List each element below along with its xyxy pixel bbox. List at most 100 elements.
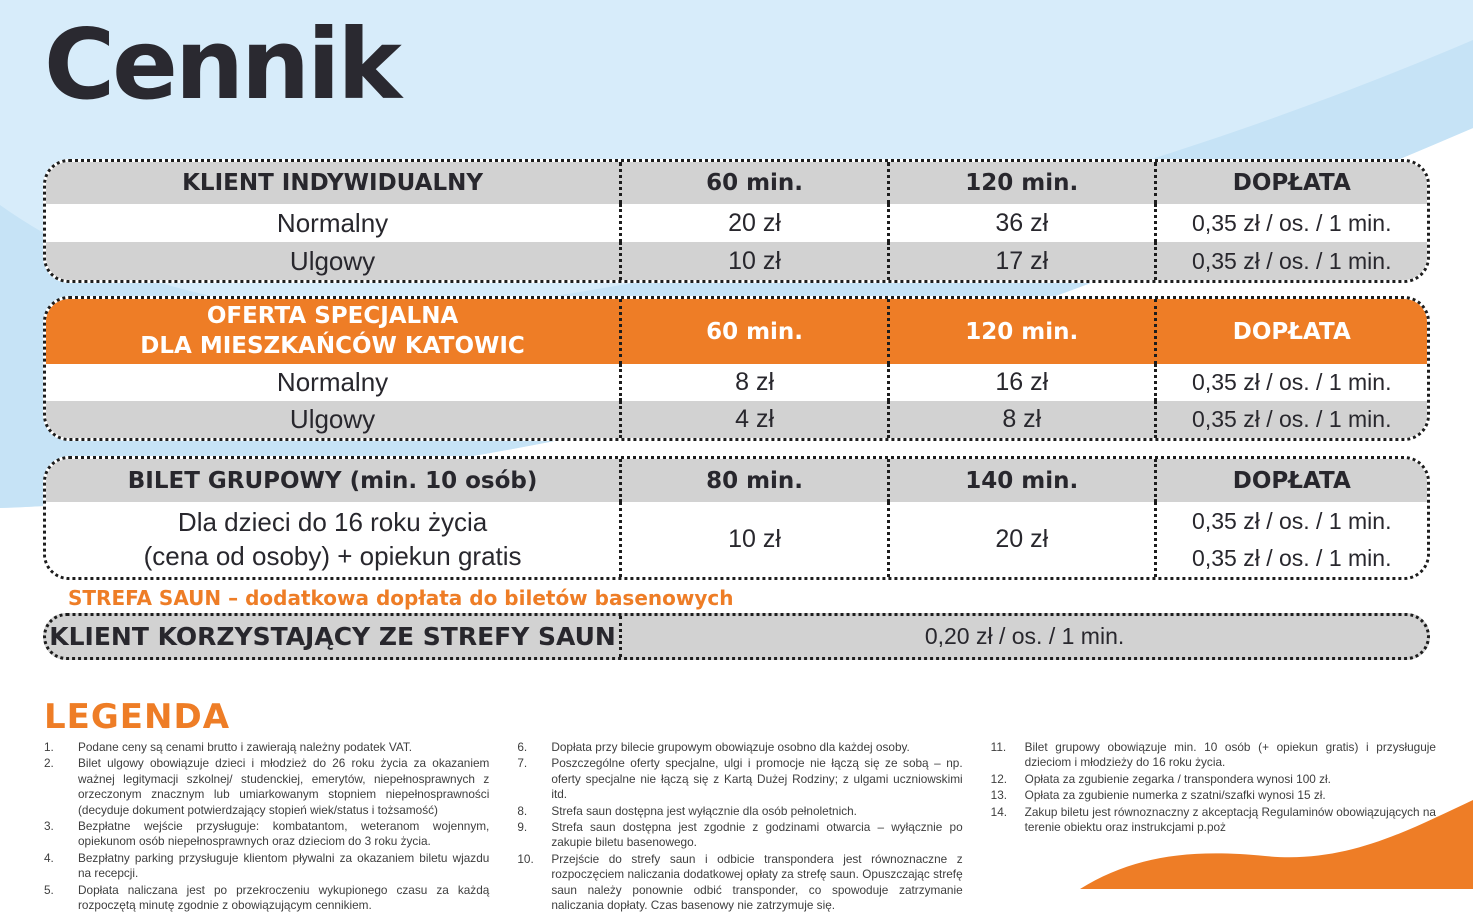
legend-item: 9. Strefa saun dostępna jest zgodnie z g… bbox=[517, 820, 962, 851]
row-label: Ulgowy bbox=[289, 245, 376, 276]
table-row-normalny: Normalny 8 zł 16 zł 0,35 zł / os. / 1 mi… bbox=[46, 364, 1427, 401]
legend-item-number: 4. bbox=[44, 850, 54, 865]
legend-item: 10. Przejście do strefy saun i odbicie t… bbox=[517, 852, 962, 914]
legend-item-number: 13. bbox=[990, 788, 1008, 803]
sauna-zone-note: STREFA SAUN – dodatkowa dopłata do bilet… bbox=[68, 586, 734, 610]
surcharge-cell: 0,35 zł / os. / 1 min. bbox=[1153, 401, 1427, 438]
price-cell-120: 36 zł bbox=[887, 204, 1154, 242]
legend-item: 1. Podane ceny są cenami brutto i zawier… bbox=[44, 740, 489, 755]
legend-item: 12. Opłata za zgubienie zegarka / transp… bbox=[991, 772, 1436, 787]
legend-item-number: 12. bbox=[990, 771, 1008, 786]
price-cell-120: 8 zł bbox=[887, 401, 1154, 438]
header-cell-client: KLIENT INDYWIDUALNY bbox=[182, 170, 484, 196]
header-cell-doplata: DOPŁATA bbox=[1153, 299, 1427, 364]
legend-item-number: 14. bbox=[990, 804, 1008, 819]
header-cell-group: BILET GRUPOWY (min. 10 osób) bbox=[127, 467, 538, 494]
legend-item-number: 11. bbox=[990, 740, 1007, 754]
price-cell-60: 4 zł bbox=[619, 401, 887, 438]
surcharge-cell: 0,35 zł / os. / 1 min. bbox=[1153, 204, 1427, 242]
header-cell-120min: 120 min. bbox=[887, 299, 1154, 364]
legend-item-number: 8. bbox=[517, 803, 528, 818]
legend-item-text: Dopłata naliczana jest po przekroczeniu … bbox=[78, 882, 490, 913]
surcharge-line1: 0,35 zł / os. / 1 min. bbox=[1192, 507, 1392, 534]
header-cell-doplata: DOPŁATA bbox=[1153, 459, 1427, 502]
sauna-price-bar: KLIENT KORZYSTAJĄCY ZE STREFY SAUN 0,20 … bbox=[43, 613, 1430, 660]
legend-title: LEGENDA bbox=[44, 697, 231, 737]
legend-item-text: Opłata za zgubienie numerka z szatni/sza… bbox=[1024, 788, 1326, 803]
price-cell-120: 16 zł bbox=[887, 364, 1154, 401]
group-label-line2: (cena od osoby) + opiekun gratis bbox=[143, 540, 522, 571]
price-cell-140: 20 zł bbox=[887, 502, 1154, 577]
legend-item-number: 3. bbox=[44, 819, 54, 834]
legend-item-text: Bezpłatny parking przysługuje klientom p… bbox=[78, 850, 490, 881]
legend-item: 4. Bezpłatny parking przysługuje kliento… bbox=[44, 851, 489, 882]
table-row-normalny: Normalny 20 zł 36 zł 0,35 zł / os. / 1 m… bbox=[46, 204, 1427, 242]
legend-item: 11. Bilet grupowy obowiązuje min. 10 osó… bbox=[991, 740, 1436, 771]
legend-item-text: Zakup biletu jest równoznaczny z akcepta… bbox=[1024, 804, 1436, 835]
legend-item-text: Opłata za zgubienie zegarka / transponde… bbox=[1024, 771, 1331, 786]
legend-item-text: Podane ceny są cenami brutto i zawierają… bbox=[78, 740, 412, 754]
sauna-client-label: KLIENT KORZYSTAJĄCY ZE STREFY SAUN bbox=[49, 622, 616, 651]
surcharge-cell: 0,35 zł / os. / 1 min. bbox=[1153, 364, 1427, 401]
table-header-row: KLIENT INDYWIDUALNY 60 min. 120 min. DOP… bbox=[46, 162, 1427, 204]
offer-title-line1: OFERTA SPECJALNA bbox=[206, 303, 459, 330]
group-label-line1: Dla dzieci do 16 roku życia bbox=[177, 507, 488, 538]
row-label: Normalny bbox=[276, 367, 389, 397]
header-cell-doplata: DOPŁATA bbox=[1153, 162, 1427, 204]
price-cell-60: 8 zł bbox=[619, 364, 887, 401]
orange-wave bbox=[1080, 800, 1473, 889]
surcharge-line2: 0,35 zł / os. / 1 min. bbox=[1192, 544, 1392, 571]
legend-item-number: 9. bbox=[517, 820, 528, 835]
header-cell-60min: 60 min. bbox=[619, 162, 887, 204]
header-cell-60min: 60 min. bbox=[619, 299, 887, 364]
legend-item: 7. Poszczególne oferty specjalne, ulgi i… bbox=[517, 756, 962, 802]
sauna-price: 0,20 zł / os. / 1 min. bbox=[619, 616, 1427, 657]
table-row-ulgowy: Ulgowy 4 zł 8 zł 0,35 zł / os. / 1 min. bbox=[46, 401, 1427, 438]
legend-item: 8. Strefa saun dostępna jest wyłącznie d… bbox=[517, 804, 962, 819]
table-header-row: OFERTA SPECJALNA DLA MIESZKAŃCÓW KATOWIC… bbox=[46, 299, 1427, 364]
header-cell-140min: 140 min. bbox=[887, 459, 1154, 502]
row-label: Ulgowy bbox=[289, 404, 376, 434]
individual-price-table: KLIENT INDYWIDUALNY 60 min. 120 min. DOP… bbox=[43, 159, 1430, 283]
special-offer-table: OFERTA SPECJALNA DLA MIESZKAŃCÓW KATOWIC… bbox=[43, 296, 1430, 441]
legend-column-2: 6. Dopłata przy bilecie grupowym obowiąz… bbox=[517, 740, 962, 914]
legend-column-3: 11. Bilet grupowy obowiązuje min. 10 osó… bbox=[991, 740, 1436, 914]
legend-item: 14. Zakup biletu jest równoznaczny z akc… bbox=[991, 805, 1436, 836]
page-title: Cennik bbox=[44, 8, 402, 121]
legend-item: 6. Dopłata przy bilecie grupowym obowiąz… bbox=[517, 740, 962, 755]
header-cell-80min: 80 min. bbox=[619, 459, 887, 502]
surcharge-cell: 0,35 zł / os. / 1 min. 0,35 zł / os. / 1… bbox=[1153, 502, 1427, 577]
legend-column-1: 1. Podane ceny są cenami brutto i zawier… bbox=[44, 740, 489, 914]
table-row-children: Dla dzieci do 16 roku życia (cena od oso… bbox=[46, 502, 1427, 577]
offer-title-line2: DLA MIESZKAŃCÓW KATOWIC bbox=[140, 332, 525, 359]
header-cell-offer: OFERTA SPECJALNA DLA MIESZKAŃCÓW KATOWIC bbox=[46, 299, 619, 364]
row-label: Dla dzieci do 16 roku życia (cena od oso… bbox=[46, 502, 619, 577]
legend-item-text: Bilet grupowy obowiązuje min. 10 osób (+… bbox=[1024, 740, 1436, 770]
legend-item-number: 2. bbox=[44, 756, 54, 771]
legend-item-number: 7. bbox=[517, 756, 528, 771]
legend-item: 3. Bezpłatne wejście przysługuje: kombat… bbox=[44, 819, 489, 850]
legend-item-text: Strefa saun dostępna jest wyłącznie dla … bbox=[551, 803, 857, 818]
price-cell-120: 17 zł bbox=[887, 242, 1154, 280]
header-cell-120min: 120 min. bbox=[887, 162, 1154, 204]
legend-item-number: 10. bbox=[517, 851, 534, 866]
legend-item-text: Dopłata przy bilecie grupowym obowiązuje… bbox=[551, 740, 910, 754]
legend-item-number: 6. bbox=[517, 740, 528, 754]
price-cell-60: 20 zł bbox=[619, 204, 887, 242]
legend-item-text: Bezpłatne wejście przysługuje: kombatant… bbox=[78, 819, 490, 849]
table-header-row: BILET GRUPOWY (min. 10 osób) 80 min. 140… bbox=[46, 459, 1427, 502]
table-row-ulgowy: Ulgowy 10 zł 17 zł 0,35 zł / os. / 1 min… bbox=[46, 242, 1427, 280]
legend-item: 13. Opłata za zgubienie numerka z szatni… bbox=[991, 788, 1436, 803]
surcharge-cell: 0,35 zł / os. / 1 min. bbox=[1153, 242, 1427, 280]
row-label: Normalny bbox=[276, 207, 389, 238]
price-cell-60: 10 zł bbox=[619, 242, 887, 280]
legend-item: 2. Bilet ulgowy obowiązuje dzieci i młod… bbox=[44, 756, 489, 818]
legend-item-text: Przejście do strefy saun i odbicie trans… bbox=[551, 851, 963, 913]
legend-item-text: Bilet ulgowy obowiązuje dzieci i młodzie… bbox=[78, 756, 490, 817]
price-cell-80: 10 zł bbox=[619, 502, 887, 577]
legend-item-text: Strefa saun dostępna jest zgodnie z godz… bbox=[551, 820, 963, 850]
legend-item-text: Poszczególne oferty specjalne, ulgi i pr… bbox=[551, 756, 963, 802]
legend-item-number: 1. bbox=[44, 740, 54, 754]
legend-item-number: 5. bbox=[44, 882, 54, 897]
legend: 1. Podane ceny są cenami brutto i zawier… bbox=[44, 740, 1436, 914]
